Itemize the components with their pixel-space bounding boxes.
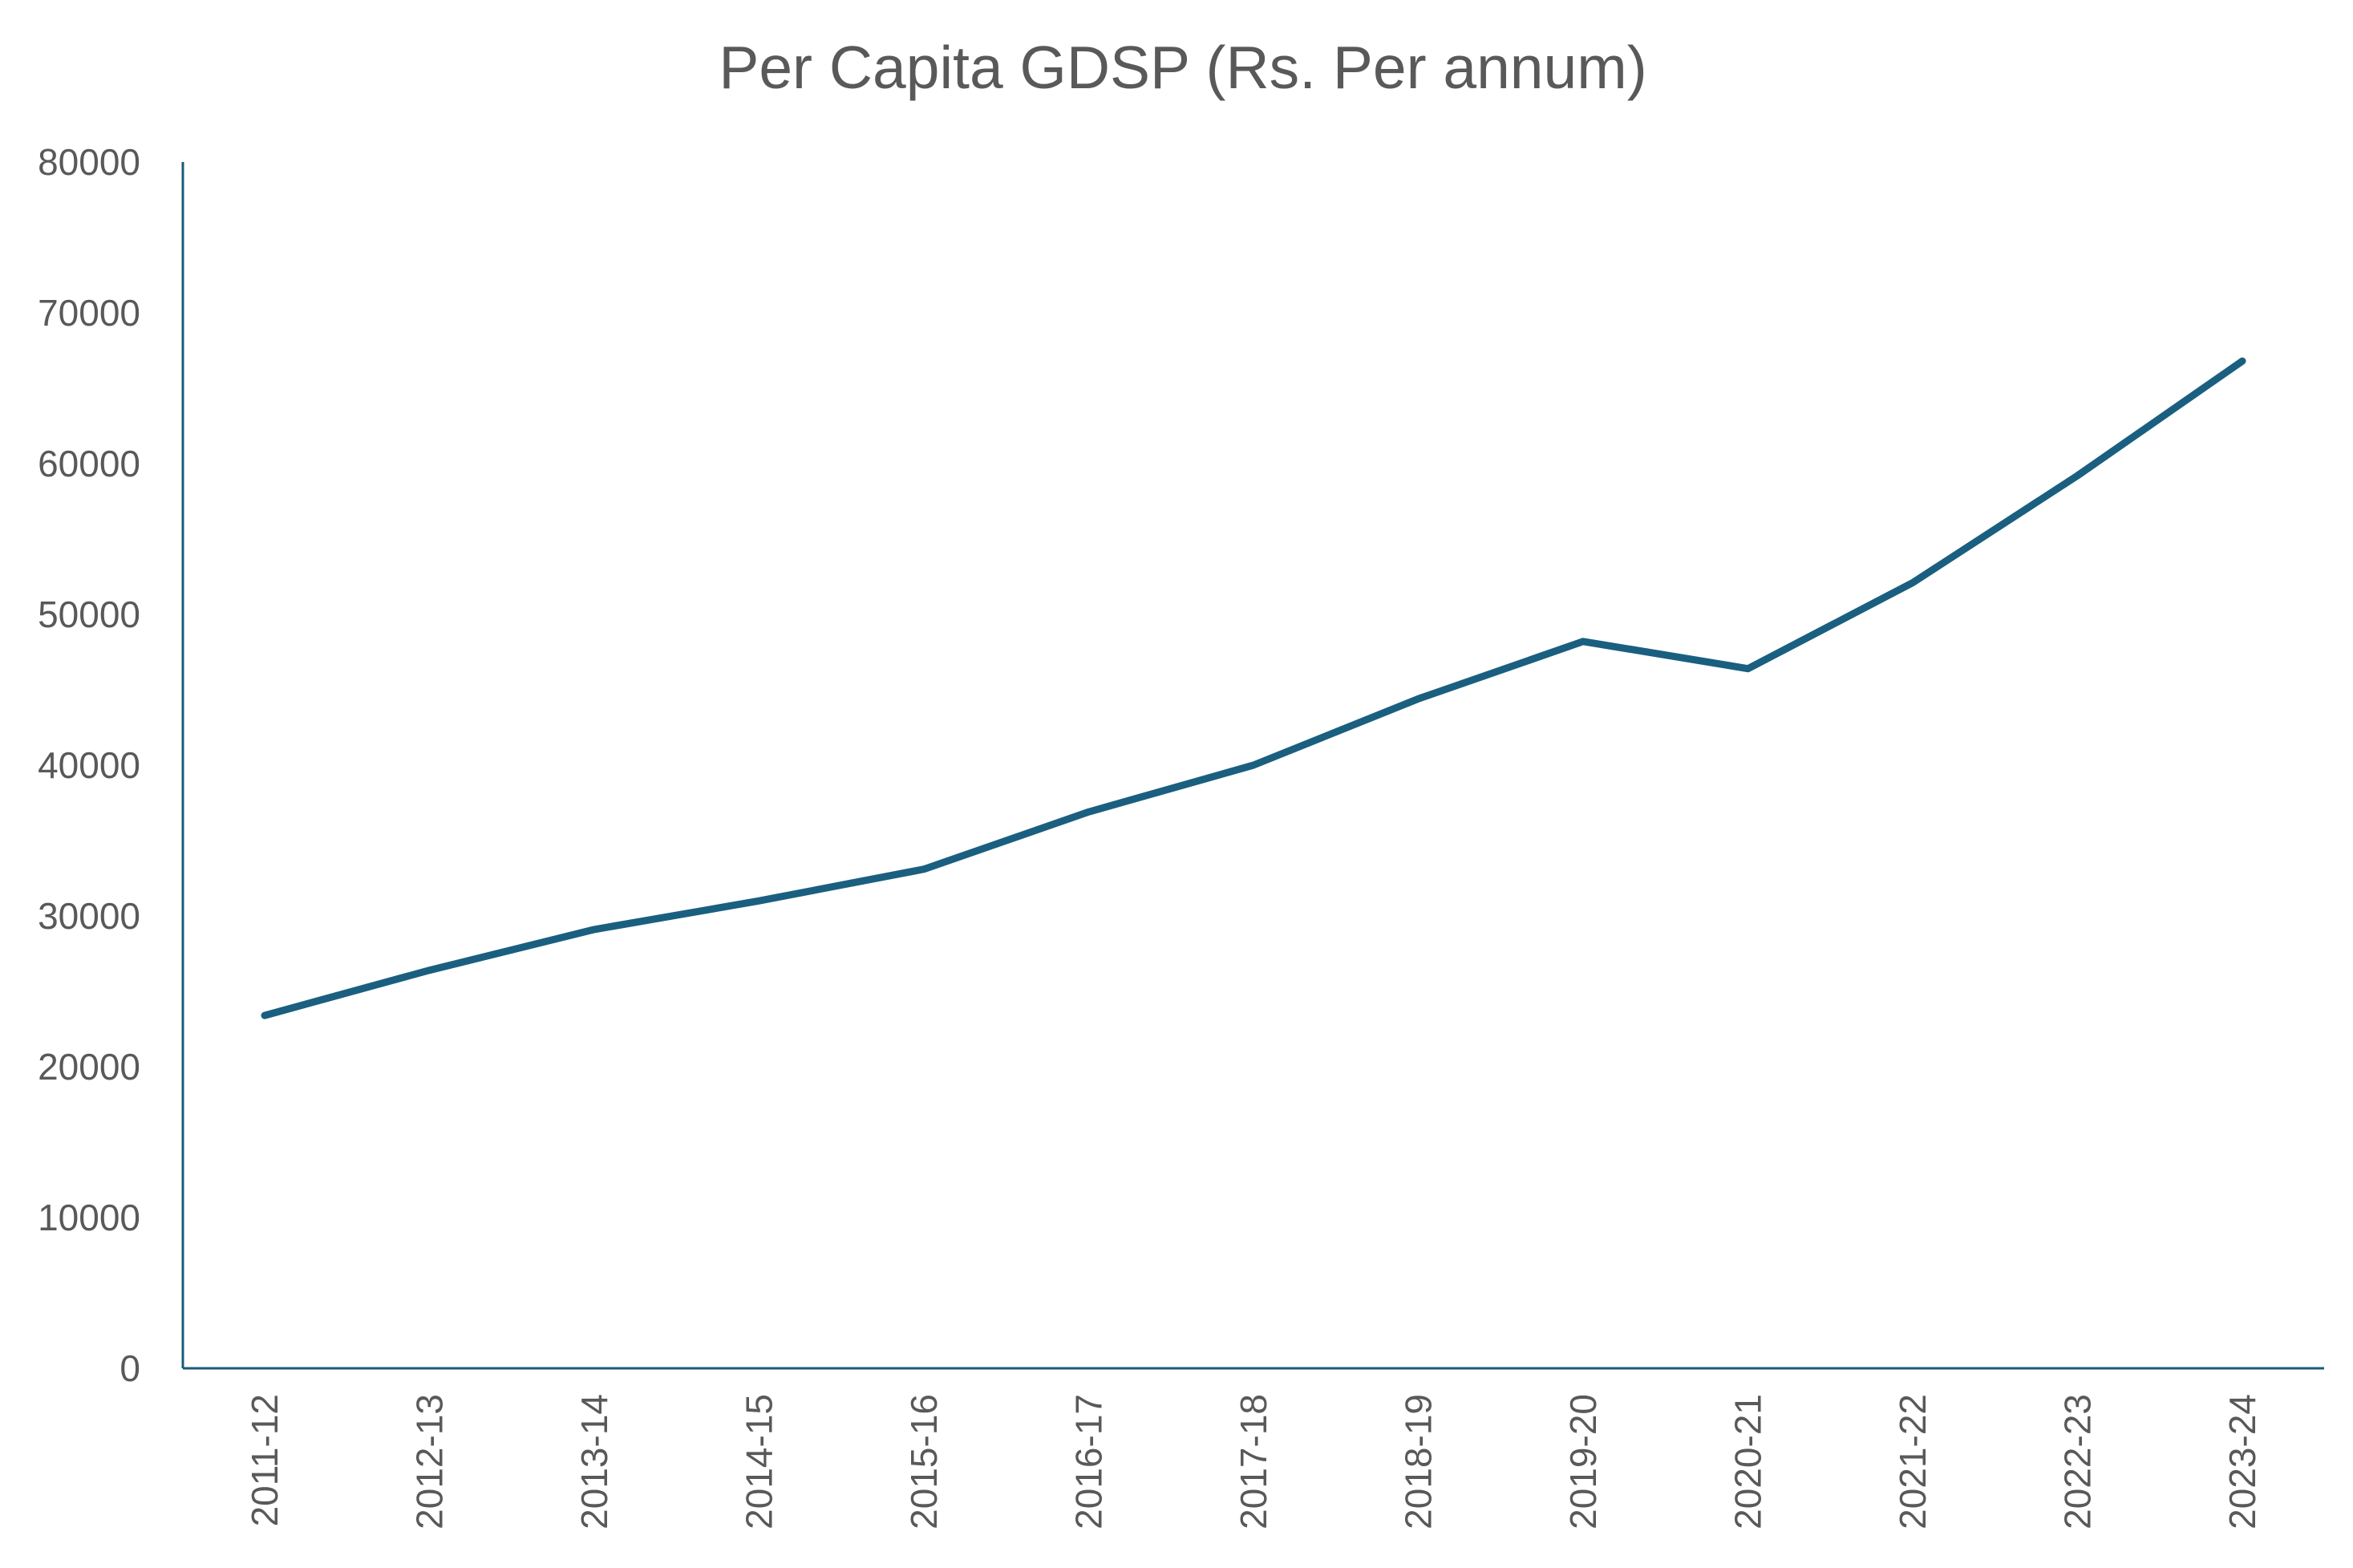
y-tick-label: 40000: [38, 744, 140, 786]
x-tick-label: 2012-13: [409, 1394, 451, 1530]
series-line-0: [261, 357, 2246, 1019]
chart-title: Per Capita GDSP (Rs. Per annum): [719, 34, 1646, 101]
y-tick-label: 50000: [38, 594, 140, 635]
y-tick-label: 10000: [38, 1197, 140, 1238]
x-tick-label: 2021-22: [1892, 1394, 1934, 1530]
x-tick-label: 2015-16: [903, 1394, 945, 1530]
y-axis-ticks: 0 10000 20000 30000 40000 50000 60000 70000 8000…: [38, 141, 140, 1389]
x-tick-label: 2023-24: [2221, 1394, 2263, 1530]
x-axis-ticks: 2011-12 2012-13 2013-14 2014-15 2015-16 2016-…: [244, 1394, 2263, 1530]
y-tick-label: 70000: [38, 292, 140, 334]
series-group: [261, 357, 2246, 1019]
x-tick-label: 2011-12: [244, 1394, 286, 1526]
y-tick-label: 30000: [38, 895, 140, 937]
y-tick-label: 80000: [38, 141, 140, 183]
x-tick-label: 2019-20: [1562, 1394, 1604, 1530]
x-tick-label: 2017-18: [1233, 1394, 1274, 1530]
x-tick-label: 2018-19: [1398, 1394, 1440, 1530]
x-tick-label: 2016-17: [1068, 1394, 1110, 1530]
y-tick-label: 60000: [38, 443, 140, 484]
y-tick-label: 0: [119, 1347, 140, 1389]
x-tick-label: 2022-23: [2057, 1394, 2099, 1530]
y-tick-label: 20000: [38, 1046, 140, 1088]
x-tick-label: 2014-15: [739, 1394, 780, 1530]
x-tick-label: 2013-14: [573, 1394, 615, 1530]
x-tick-label: 2020-21: [1727, 1394, 1769, 1530]
